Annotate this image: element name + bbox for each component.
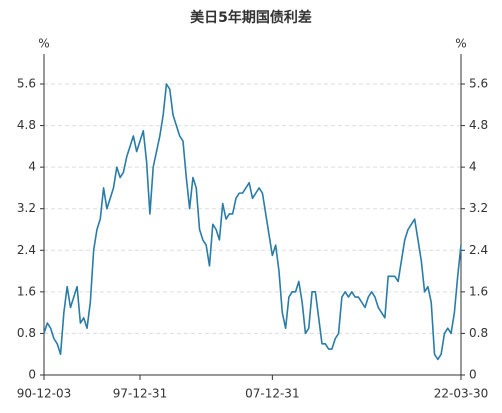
y-tick-label: 3.2 [17, 201, 36, 215]
y-unit-right: % [455, 37, 466, 51]
y-tick-label: 1.6 [17, 284, 36, 298]
chart-title: 美日5年期国债利差 [190, 9, 312, 26]
y-tick-label: 4 [28, 160, 36, 174]
data-line [43, 83, 462, 361]
y2-tick-label: 4 [469, 160, 477, 174]
y-tick-label: 4.8 [17, 118, 36, 132]
y-tick-label: 2.4 [17, 243, 36, 257]
y-tick-label: 5.6 [17, 77, 36, 91]
x-tick-label: 90-12-03 [17, 387, 71, 401]
y2-tick-label: 5.6 [469, 77, 488, 91]
y2-tick-label: 0.8 [469, 326, 488, 340]
x-tick-label: 97-12-31 [113, 387, 167, 401]
y-tick-label: 0 [28, 368, 36, 382]
y2-tick-label: 2.4 [469, 243, 488, 257]
x-tick-label: 22-03-30 [434, 387, 488, 401]
y-tick-label: 0.8 [17, 326, 36, 340]
x-tick-label: 07-12-31 [245, 387, 299, 401]
y2-tick-label: 1.6 [469, 284, 488, 298]
y-unit-left: % [38, 37, 49, 51]
y2-tick-label: 0 [469, 368, 477, 382]
y2-tick-label: 4.8 [469, 118, 488, 132]
y2-tick-label: 3.2 [469, 201, 488, 215]
